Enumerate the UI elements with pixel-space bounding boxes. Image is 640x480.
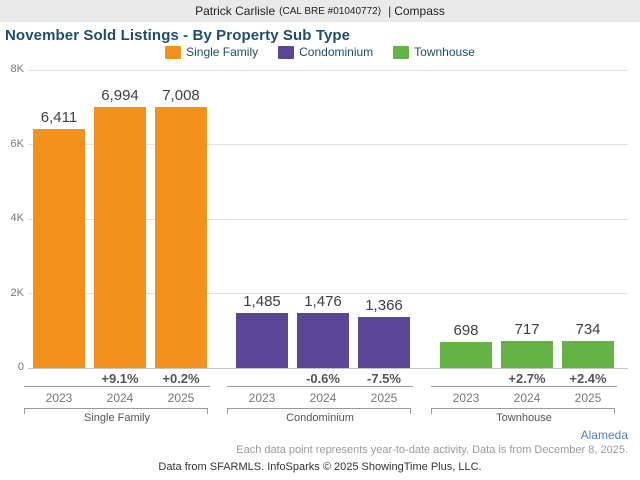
year-label: 2023 — [248, 391, 276, 405]
bar-value-label: 7,008 — [162, 86, 200, 104]
agent-name: Patrick Carlisle — [195, 4, 276, 18]
bar[interactable] — [358, 317, 410, 368]
bar-value-label: 1,366 — [365, 297, 403, 315]
bar[interactable] — [155, 106, 207, 368]
year-label: 2024 — [309, 391, 337, 405]
bar-value-label: 6,994 — [101, 87, 139, 105]
year-label: 2025 — [370, 391, 398, 405]
bar-value-label: 1,476 — [304, 293, 342, 311]
year-label: 2024 — [513, 391, 541, 405]
pct-change-label: +2.7% — [508, 371, 546, 386]
data-footnote: Each data point represents year-to-date … — [236, 444, 628, 456]
legend-item-condominium[interactable]: Condominium — [278, 45, 373, 59]
y-tick-label: 6K — [10, 137, 24, 150]
group-label: Condominium — [286, 412, 354, 424]
group-divider-line — [431, 386, 617, 387]
agent-license: (CAL BRE #01040772) — [279, 5, 382, 17]
bar-value-label: 734 — [575, 320, 601, 338]
gridline — [28, 218, 628, 220]
bar[interactable] — [562, 340, 614, 368]
group-bracket — [227, 408, 411, 414]
attribution-text: Data from SFARMLS. InfoSparks © 2025 Sho… — [158, 461, 482, 473]
year-label: 2025 — [167, 391, 195, 405]
bar-value-label: 1,485 — [243, 292, 281, 310]
legend-label: Condominium — [299, 45, 374, 59]
header-bar: Patrick Carlisle (CAL BRE #01040772) | C… — [0, 0, 640, 22]
pct-change-label: +2.4% — [569, 371, 607, 386]
y-tick-label: 2K — [10, 286, 24, 299]
bar-value-label: 698 — [453, 321, 479, 339]
gridline — [28, 293, 628, 294]
y-tick-label: 8K — [10, 63, 24, 75]
single-family-swatch-icon — [165, 45, 182, 59]
pct-change-label: +0.2% — [162, 371, 200, 386]
x-axis-line — [28, 367, 628, 369]
bar[interactable] — [236, 312, 288, 368]
condominium-swatch-icon — [278, 45, 295, 59]
legend-label: Single Family — [186, 45, 259, 59]
pct-change-label: -0.6% — [306, 371, 340, 386]
y-tick-label: 4K — [10, 212, 24, 224]
bar[interactable] — [297, 313, 349, 368]
bar[interactable] — [94, 107, 146, 368]
group-label: Single Family — [83, 412, 151, 424]
bar[interactable] — [440, 341, 492, 368]
pct-change-label: +9.1% — [101, 371, 139, 386]
year-label: 2023 — [45, 391, 73, 405]
brand-name: Compass — [394, 4, 445, 18]
gridline — [28, 144, 628, 145]
townhouse-swatch-icon — [393, 45, 410, 59]
group-bracket — [431, 408, 615, 414]
bar-value-label: 717 — [514, 321, 540, 339]
group-label: Townhouse — [496, 412, 552, 424]
region-link[interactable]: Alameda — [580, 428, 628, 442]
group-bracket — [24, 408, 208, 414]
bar[interactable] — [501, 341, 553, 368]
group-divider-line — [227, 386, 413, 387]
year-label: 2024 — [106, 391, 134, 405]
year-label: 2025 — [574, 391, 602, 405]
bar[interactable] — [33, 129, 85, 368]
legend-label: Townhouse — [414, 45, 475, 59]
y-tick-label: 0 — [17, 361, 24, 373]
legend-item-single-family[interactable]: Single Family — [165, 45, 258, 59]
gridline — [28, 69, 628, 71]
legend-item-townhouse[interactable]: Townhouse — [393, 45, 475, 59]
chart-title: November Sold Listings - By Property Sub… — [5, 27, 351, 44]
year-label: 2023 — [452, 391, 480, 405]
bar-value-label: 6,411 — [40, 109, 78, 127]
pct-change-label: -7.5% — [367, 371, 401, 386]
chart-legend: Single Family Condominium Townhouse — [0, 45, 640, 59]
group-divider-line — [24, 386, 210, 387]
header-separator: | — [388, 4, 392, 18]
